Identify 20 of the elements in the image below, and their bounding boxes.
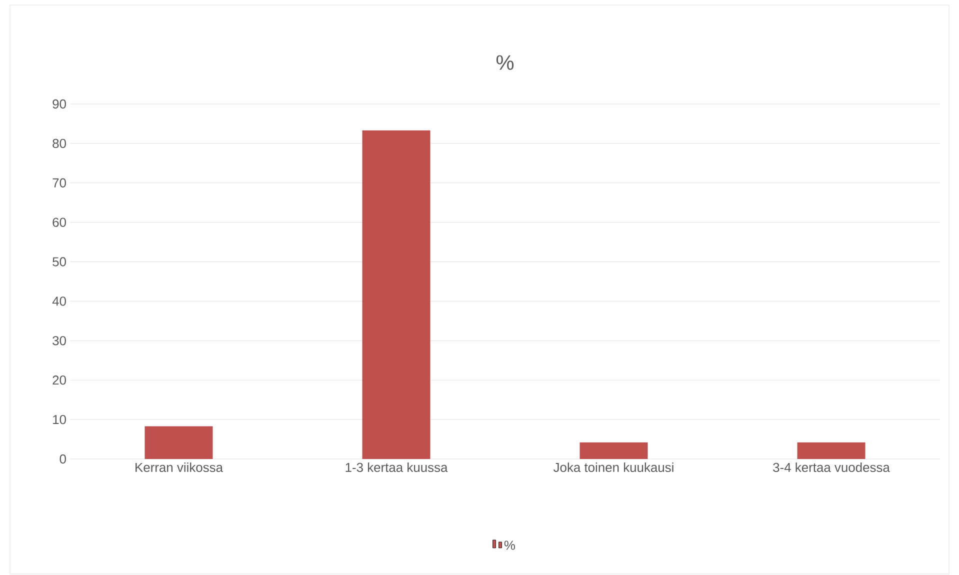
y-tick-label: 50 [52, 257, 66, 266]
y-tick-label: 90 [52, 99, 66, 109]
bar [144, 426, 213, 459]
x-tick-label: Kerran viikossa [136, 462, 224, 472]
x-tick-label: 1-3 kertaa kuussa [346, 462, 448, 472]
y-tick-label: 80 [52, 138, 66, 148]
y-tick-label: 20 [52, 376, 66, 385]
y-tick-label: 60 [52, 218, 66, 227]
x-tick-label: 3-4 kertaa vuodessa [773, 462, 890, 472]
chart-title: % [496, 55, 514, 70]
y-tick-label: 0 [60, 454, 66, 464]
y-tick-label: 40 [52, 296, 66, 306]
bar [797, 442, 866, 459]
legend-label: % [504, 540, 515, 550]
x-tick-label: Joka toinen kuukausi [553, 462, 674, 472]
y-tick-label: 30 [52, 336, 66, 346]
y-tick-label: 70 [52, 178, 66, 188]
bar [580, 442, 648, 459]
bar [362, 130, 430, 459]
y-tick-label: 10 [53, 414, 66, 424]
